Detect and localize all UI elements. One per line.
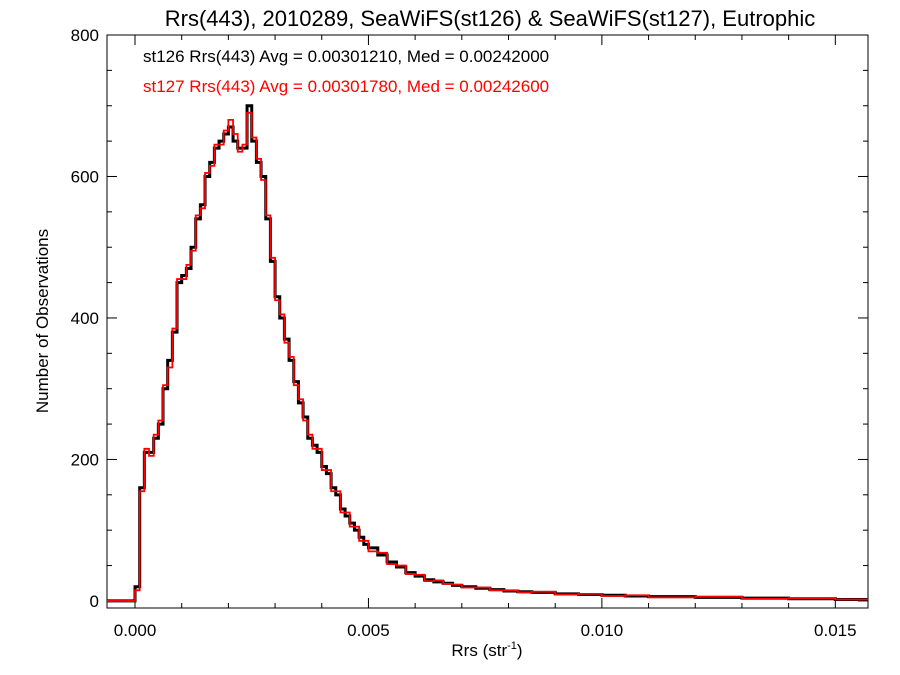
annotation-st127: st127 Rrs(443) Avg = 0.00301780, Med = 0… (143, 77, 549, 96)
x-axis-title-sup: -1 (507, 640, 517, 652)
x-tick-label: 0.015 (814, 621, 857, 640)
series-line-2 (107, 111, 868, 602)
annotation-st126: st126 Rrs(443) Avg = 0.00301210, Med = 0… (143, 47, 549, 66)
y-axis-title: Number of Observations (33, 229, 52, 413)
y-tick-label: 200 (71, 450, 99, 469)
x-axis-title-main: Rrs (str (451, 641, 507, 660)
series-line-1 (107, 104, 868, 603)
x-tick-label: 0.010 (581, 621, 624, 640)
y-tick-label: 800 (71, 26, 99, 45)
plot-frame (106, 34, 869, 609)
axis-ticks: 0.000 0.005 0.010 0.015 0 200 400 600 800 (71, 26, 868, 640)
y-tick-label: 600 (71, 167, 99, 186)
x-tick-label: 0.000 (114, 621, 157, 640)
y-tick-label: 400 (71, 309, 99, 328)
chart-title: Rrs(443), 2010289, SeaWiFS(st126) & SeaW… (165, 6, 816, 31)
y-tick-label: 0 (90, 592, 99, 611)
series-layer (107, 104, 868, 603)
x-axis-title-end: ) (517, 641, 523, 660)
x-axis-title: Rrs (str-1) (451, 640, 522, 660)
x-tick-label: 0.005 (347, 621, 390, 640)
